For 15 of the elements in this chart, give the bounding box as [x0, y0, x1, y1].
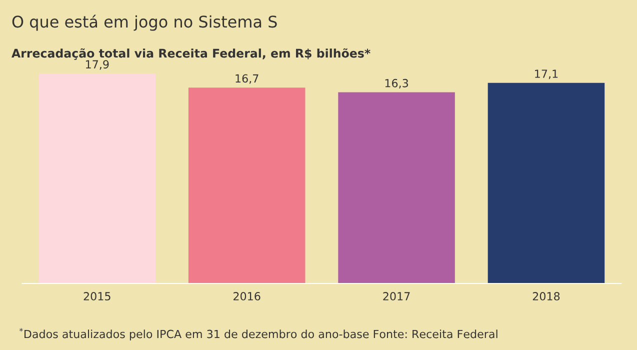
bar: [188, 88, 306, 284]
data-label: 16,7: [236, 74, 258, 84]
bar: [38, 74, 156, 284]
bar: [488, 82, 605, 284]
data-label: 16,3: [385, 78, 408, 88]
x-tick-label: 2016: [234, 292, 260, 300]
chart-subtitle: Arrecadação total via Receita Federal, em R$ bilhões*: [12, 48, 370, 60]
bar: [338, 92, 455, 284]
data-label: 17,1: [535, 70, 558, 80]
x-tick-label: 2015: [84, 292, 110, 300]
text: $^{*}$Dados atualizados pelo IPCA em 31 de dezembro do ano-base Fonte: Receita Federal: [19, 328, 498, 340]
chart-title: O que está em jogo no Sistema S: [12, 14, 277, 31]
x-tick-label: 2017: [383, 292, 410, 300]
x-tick-label: 2018: [532, 292, 560, 300]
data-label: 17,9: [86, 60, 109, 70]
